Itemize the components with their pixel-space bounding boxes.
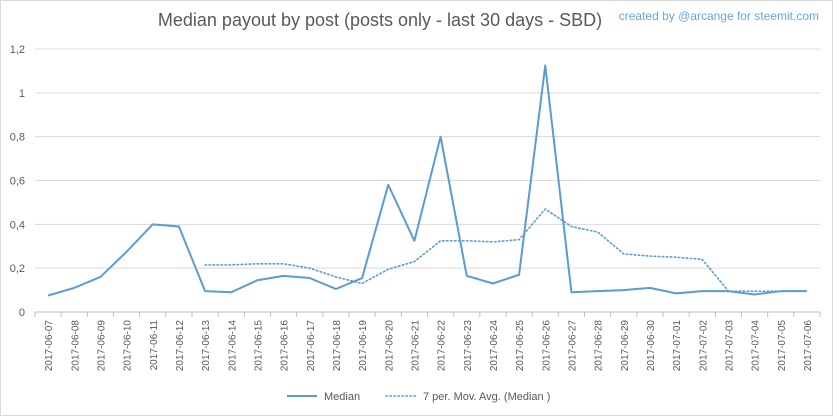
x-tick-label: 2017-06-10 bbox=[123, 320, 134, 372]
x-tick-label: 2017-06-21 bbox=[410, 320, 421, 372]
x-tick-label: 2017-06-29 bbox=[620, 320, 631, 372]
x-tick-label: 2017-06-09 bbox=[96, 320, 107, 372]
chart-title: Median payout by post (posts only - last… bbox=[157, 10, 603, 30]
chart-credit: created by @arcange for steemit.com bbox=[618, 9, 819, 23]
x-tick-label: 2017-06-08 bbox=[70, 320, 81, 372]
x-tick-label: 2017-07-06 bbox=[803, 320, 814, 372]
legend: Median 7 per. Mov. Avg. (Median ) bbox=[287, 391, 550, 403]
y-tick-label: 1,2 bbox=[10, 44, 25, 56]
x-tick-label: 2017-06-16 bbox=[280, 320, 291, 372]
x-tick-label: 2017-06-25 bbox=[515, 320, 526, 372]
x-axis-ticks: 2017-06-07 2017-06-08 2017-06-09 2017-06-10… bbox=[34, 312, 821, 372]
series-layer bbox=[47, 64, 808, 297]
y-tick-label: 0,2 bbox=[10, 263, 25, 275]
legend-label: 7 per. Mov. Avg. (Median ) bbox=[423, 391, 550, 403]
y-axis-ticks: 0 0,2 0,4 0,6 0,8 1 1,2 bbox=[10, 44, 25, 319]
x-tick-label: 2017-06-17 bbox=[306, 320, 317, 372]
x-tick-label: 2017-06-11 bbox=[149, 320, 160, 371]
y-tick-label: 0,6 bbox=[10, 176, 25, 188]
x-tick-label: 2017-06-20 bbox=[384, 320, 395, 372]
y-tick-label: 0 bbox=[19, 307, 25, 319]
series-median bbox=[47, 64, 807, 297]
x-tick-label: 2017-06-14 bbox=[227, 320, 238, 372]
series-moving-average bbox=[204, 208, 808, 292]
x-tick-label: 2017-06-19 bbox=[358, 320, 369, 372]
x-tick-label: 2017-06-18 bbox=[332, 320, 343, 372]
x-tick-label: 2017-06-15 bbox=[253, 320, 264, 372]
x-tick-label: 2017-07-04 bbox=[751, 320, 762, 372]
series-line bbox=[47, 64, 807, 297]
legend-label: Median bbox=[324, 391, 360, 403]
x-tick-label: 2017-07-05 bbox=[777, 320, 788, 372]
x-tick-label: 2017-07-03 bbox=[724, 320, 735, 372]
gridlines bbox=[35, 48, 820, 313]
x-tick-label: 2017-07-01 bbox=[672, 320, 683, 372]
x-tick-label: 2017-06-12 bbox=[175, 320, 186, 372]
x-tick-label: 2017-07-02 bbox=[698, 320, 709, 372]
y-tick-label: 0,8 bbox=[10, 132, 25, 144]
x-tick-label: 2017-06-23 bbox=[463, 320, 474, 372]
series-line bbox=[204, 208, 808, 292]
x-tick-label: 2017-06-28 bbox=[594, 320, 605, 372]
x-tick-label: 2017-06-24 bbox=[489, 320, 500, 372]
y-tick-label: 0,4 bbox=[10, 219, 25, 231]
x-tick-label: 2017-06-27 bbox=[567, 320, 578, 372]
y-tick-label: 1 bbox=[19, 88, 25, 100]
x-tick-label: 2017-06-26 bbox=[541, 320, 552, 372]
x-tick-label: 2017-06-30 bbox=[646, 320, 657, 372]
x-tick-label: 2017-06-13 bbox=[201, 320, 212, 372]
x-tick-label: 2017-06-22 bbox=[437, 320, 448, 372]
x-tick-label: 2017-06-07 bbox=[44, 320, 55, 372]
